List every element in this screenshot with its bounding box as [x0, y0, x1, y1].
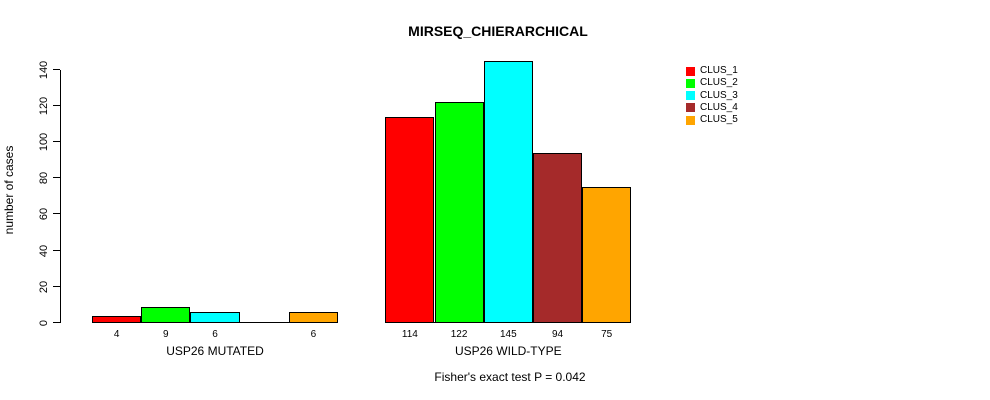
bar-value-label: 75 [601, 329, 613, 340]
legend-item: CLUS_1 [686, 65, 738, 77]
y-axis-line [60, 69, 61, 323]
y-tick-label: 100 [38, 132, 50, 152]
y-tick-label: 80 [38, 172, 50, 185]
legend-label: CLUS_2 [700, 77, 738, 89]
legend-label: CLUS_4 [700, 101, 738, 113]
group-label: USP26 WILD-TYPE [454, 344, 562, 358]
y-tick [53, 104, 60, 106]
bar [532, 153, 583, 323]
legend-item: CLUS_3 [686, 90, 738, 102]
bar-value-label: 122 [450, 329, 468, 340]
y-tick-label: 40 [38, 244, 50, 257]
bar [582, 187, 632, 323]
legend-swatch [686, 91, 695, 101]
legend-swatch [686, 66, 695, 76]
fisher-test-annotation: Fisher's exact test P = 0.042 [434, 370, 586, 384]
y-tick-label: 60 [38, 208, 50, 221]
legend-item: CLUS_4 [686, 102, 738, 114]
y-tick [53, 249, 60, 251]
bar [483, 61, 533, 323]
legend-label: CLUS_1 [700, 65, 738, 76]
y-tick [53, 285, 60, 287]
bar [190, 312, 240, 323]
chart-title: MIRSEQ_CHIERARCHICAL [408, 23, 588, 39]
bar-value-label: 6 [310, 329, 317, 340]
legend-label: CLUS_3 [700, 89, 738, 101]
bar-value-label: 4 [113, 329, 120, 340]
legend-item: CLUS_2 [686, 77, 738, 89]
bar [92, 316, 142, 323]
y-tick [53, 141, 60, 142]
bar-value-label: 6 [212, 329, 218, 340]
bar [141, 307, 191, 323]
bar [434, 102, 484, 323]
y-tick-label: 0 [38, 319, 50, 327]
y-tick-label: 140 [38, 60, 50, 79]
legend-item: CLUS_5 [686, 114, 738, 126]
y-tick-label: 120 [38, 96, 50, 115]
legend-swatch [686, 115, 695, 125]
bar [288, 312, 338, 323]
y-axis-label: number of cases [2, 145, 16, 235]
bar-value-label: 9 [163, 329, 169, 340]
bar-value-label: 114 [401, 329, 418, 340]
y-tick [53, 68, 60, 70]
y-tick [53, 213, 60, 215]
bar-value-label: 94 [551, 329, 564, 340]
y-tick [53, 322, 60, 323]
group-label: USP26 MUTATED [166, 344, 264, 358]
legend-swatch [686, 78, 695, 88]
y-tick-label: 20 [38, 280, 50, 293]
y-tick [53, 177, 60, 179]
legend-swatch [686, 103, 695, 113]
legend-label: CLUS_5 [700, 114, 738, 126]
bar-value-label: 145 [499, 329, 517, 340]
bar [385, 117, 435, 323]
